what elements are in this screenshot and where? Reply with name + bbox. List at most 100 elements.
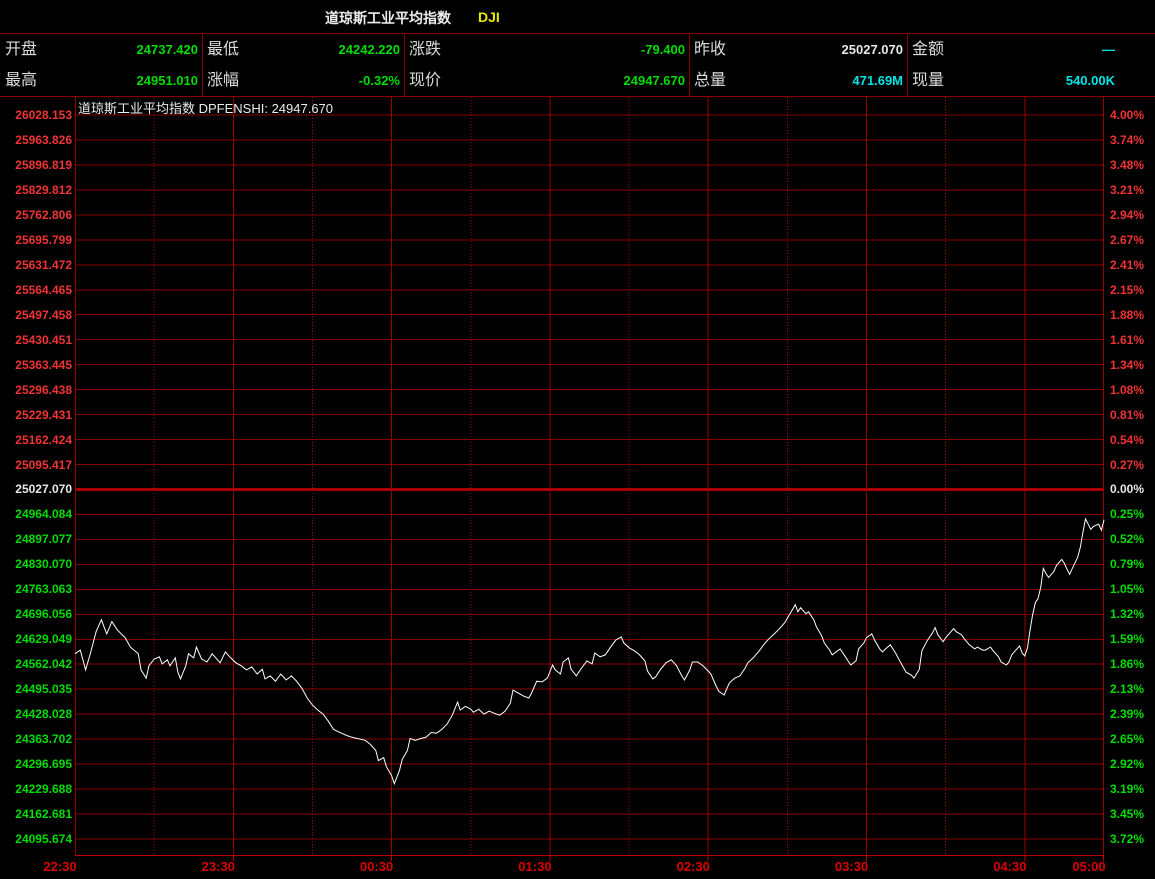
y-axis-percent-label: 0.54% bbox=[1110, 433, 1145, 447]
y-axis-price-label: 24428.028 bbox=[15, 707, 72, 721]
y-axis-price-label: 24562.042 bbox=[15, 657, 72, 671]
y-axis-price-label: 24363.702 bbox=[15, 732, 72, 746]
y-axis-percent-label: 2.65% bbox=[1110, 732, 1145, 746]
field-value: 471.69M bbox=[852, 73, 903, 88]
y-axis-percent-label: 1.05% bbox=[1110, 582, 1145, 596]
y-axis-percent-label: 3.72% bbox=[1110, 832, 1145, 846]
x-axis-time-label: 01:30 bbox=[518, 859, 552, 874]
x-axis-time-label: 04:30 bbox=[993, 859, 1027, 874]
y-axis-percent-label: 1.08% bbox=[1110, 383, 1145, 397]
y-axis-price-label: 25430.451 bbox=[15, 333, 72, 347]
field-value: 25027.070 bbox=[841, 42, 903, 57]
y-axis-price-label: 26028.153 bbox=[15, 108, 72, 122]
quote-field-current-volume: 现量 540.00K bbox=[907, 65, 1119, 96]
y-axis-price-label: 24964.084 bbox=[15, 507, 72, 521]
y-axis-price-label: 25829.812 bbox=[15, 183, 72, 197]
y-axis-price-label: 25564.465 bbox=[15, 283, 72, 297]
y-axis-price-label: 24095.674 bbox=[15, 832, 72, 846]
y-axis-percent-label: 2.92% bbox=[1110, 757, 1145, 771]
y-axis-price-label: 25497.458 bbox=[15, 308, 72, 322]
y-axis-price-label: 25095.417 bbox=[15, 458, 72, 472]
y-axis-price-label: 25762.806 bbox=[15, 208, 72, 222]
x-axis-time-label: 00:30 bbox=[359, 859, 394, 874]
x-axis-time-label: 23:30 bbox=[201, 859, 235, 874]
y-axis-percent-label: 2.13% bbox=[1110, 682, 1145, 696]
header-divider bbox=[404, 33, 405, 96]
field-label: 最低 bbox=[207, 41, 240, 58]
symbol-code: DJI bbox=[478, 9, 500, 25]
field-label: 金额 bbox=[912, 41, 945, 58]
field-label: 最高 bbox=[5, 72, 38, 89]
y-axis-percent-label: 1.86% bbox=[1110, 657, 1145, 671]
quote-field-change: 涨跌 -79.400 bbox=[404, 34, 689, 65]
y-axis-percent-label: 2.67% bbox=[1110, 233, 1145, 247]
y-axis-price-label: 24495.035 bbox=[15, 682, 72, 696]
x-axis-time-label: 22:30 bbox=[43, 859, 77, 874]
y-axis-percent-label: 1.34% bbox=[1110, 358, 1145, 372]
y-axis-percent-label: 2.41% bbox=[1110, 258, 1145, 272]
field-value: 24737.420 bbox=[136, 42, 198, 57]
quote-field-total-volume: 总量 471.69M bbox=[689, 65, 907, 96]
x-axis-time-label: 02:30 bbox=[676, 859, 710, 874]
title-bar: 道琼斯工业平均指数 DJI bbox=[0, 0, 1155, 34]
header-divider bbox=[202, 33, 203, 96]
y-axis-price-label: 24696.056 bbox=[15, 607, 72, 621]
field-value: 24242.220 bbox=[338, 42, 400, 57]
y-axis-price-label: 25963.826 bbox=[15, 133, 72, 147]
y-axis-price-label: 25896.819 bbox=[15, 158, 72, 172]
y-axis-percent-label: 2.15% bbox=[1110, 283, 1145, 297]
field-label: 开盘 bbox=[5, 41, 38, 58]
field-label: 现价 bbox=[409, 72, 442, 89]
field-value: 24951.010 bbox=[136, 73, 198, 88]
y-axis-percent-label: 4.00% bbox=[1110, 108, 1145, 122]
y-axis-percent-label: 0.00% bbox=[1110, 482, 1145, 496]
y-axis-price-label: 24897.077 bbox=[15, 532, 72, 546]
field-label: 总量 bbox=[694, 72, 727, 89]
y-axis-percent-label: 0.81% bbox=[1110, 408, 1145, 422]
quote-field-amount: 金额 — bbox=[907, 34, 1119, 65]
quote-field-prev-close: 昨收 25027.070 bbox=[689, 34, 907, 65]
quote-field-last-price: 现价 24947.670 bbox=[404, 65, 689, 96]
y-axis-price-label: 25296.438 bbox=[15, 383, 72, 397]
y-axis-percent-label: 0.25% bbox=[1110, 507, 1145, 521]
quote-field-open: 开盘 24737.420 bbox=[0, 34, 202, 65]
y-axis-price-label: 24830.070 bbox=[15, 557, 72, 571]
header-divider bbox=[907, 33, 908, 96]
y-axis-percent-label: 2.94% bbox=[1110, 208, 1145, 222]
y-axis-price-label: 25027.070 bbox=[15, 482, 72, 496]
x-axis-time-label: 03:30 bbox=[834, 859, 869, 874]
field-label: 涨跌 bbox=[409, 41, 442, 58]
y-axis-percent-label: 1.59% bbox=[1110, 632, 1145, 646]
y-axis-percent-label: 3.21% bbox=[1110, 183, 1145, 197]
y-axis-percent-label: 0.27% bbox=[1110, 458, 1145, 472]
y-axis-price-label: 24229.688 bbox=[15, 782, 72, 796]
x-axis-time-label: 05:00 bbox=[1072, 859, 1106, 874]
chart-overlay-label: 道琼斯工业平均指数 DPFENSHI: 24947.670 bbox=[78, 101, 334, 116]
y-axis-percent-label: 2.39% bbox=[1110, 707, 1145, 721]
y-axis-percent-label: 3.19% bbox=[1110, 782, 1145, 796]
header-bottom-border bbox=[0, 96, 1155, 97]
y-axis-percent-label: 1.61% bbox=[1110, 333, 1145, 347]
y-axis-price-label: 24629.049 bbox=[15, 632, 72, 646]
field-value: 540.00K bbox=[1065, 73, 1115, 88]
y-axis-price-label: 24296.695 bbox=[15, 757, 72, 771]
field-value: -0.32% bbox=[358, 73, 400, 88]
quote-field-change-pct: 涨幅 -0.32% bbox=[202, 65, 404, 96]
field-value: -79.400 bbox=[640, 42, 685, 57]
y-axis-percent-label: 1.88% bbox=[1110, 308, 1145, 322]
field-label: 现量 bbox=[912, 72, 945, 89]
y-axis-percent-label: 3.74% bbox=[1110, 133, 1145, 147]
field-value: — bbox=[1102, 42, 1115, 57]
page-title: 道琼斯工业平均指数 bbox=[325, 10, 451, 26]
y-axis-price-label: 25695.799 bbox=[15, 233, 72, 247]
field-label: 涨幅 bbox=[207, 72, 240, 89]
y-axis-price-label: 24162.681 bbox=[15, 807, 72, 821]
y-axis-price-label: 25162.424 bbox=[15, 433, 72, 447]
price-line bbox=[74, 517, 1105, 786]
y-axis-price-label: 25631.472 bbox=[15, 258, 72, 272]
field-label: 昨收 bbox=[694, 41, 727, 58]
quote-field-high: 最高 24951.010 bbox=[0, 65, 202, 96]
field-value: 24947.670 bbox=[623, 73, 685, 88]
